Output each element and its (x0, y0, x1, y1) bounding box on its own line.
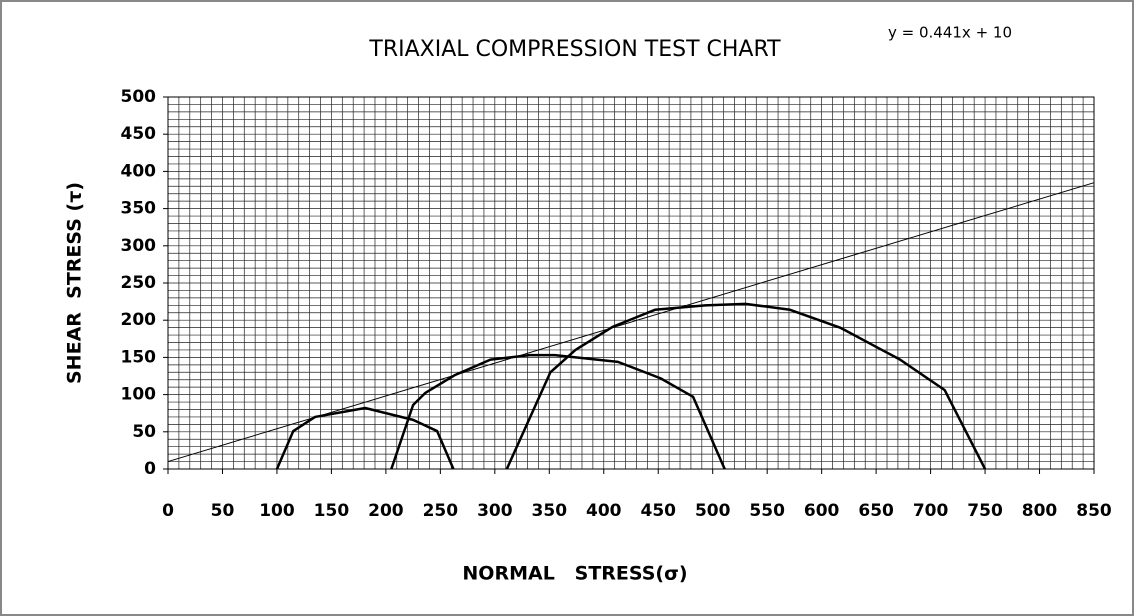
plot-border (167, 96, 1095, 470)
y-tick-label: 100 (121, 385, 157, 405)
x-tick-label: 300 (477, 501, 513, 521)
x-tick-label: 500 (695, 501, 731, 521)
series-line (505, 302, 987, 470)
x-tick-label: 750 (967, 501, 1003, 521)
y-tick-label: 500 (121, 87, 157, 107)
chart-title: TRIAXIAL COMPRESSION TEST CHART (368, 37, 781, 62)
x-tick-label: 150 (314, 501, 350, 521)
x-tick-label: 650 (858, 501, 894, 521)
y-tick-label: 50 (132, 422, 156, 442)
y-tick-label: 300 (121, 236, 157, 256)
series-line (390, 353, 726, 470)
x-tick-label: 450 (640, 501, 676, 521)
x-tick-label: 400 (586, 501, 622, 521)
x-tick-label: 700 (913, 501, 949, 521)
x-tick-label: 50 (211, 501, 235, 521)
y-tick-label: 250 (121, 273, 157, 293)
y-tick-label: 0 (144, 459, 156, 479)
x-tick-label: 800 (1022, 501, 1058, 521)
series-line (275, 406, 455, 470)
trendline-equation: y = 0.441x + 10 (888, 24, 1012, 42)
y-tick-label: 400 (121, 161, 157, 181)
y-tick-label: 150 (121, 347, 157, 367)
x-tick-label: 850 (1076, 501, 1112, 521)
x-tick-label: 200 (368, 501, 404, 521)
x-tick-label: 350 (532, 501, 568, 521)
x-tick-label: 600 (804, 501, 840, 521)
y-tick-label: 450 (121, 124, 157, 144)
x-tick-label: 550 (749, 501, 785, 521)
series-line (167, 182, 1095, 463)
x-axis-title: NORMAL STRESS(σ) (462, 563, 687, 585)
y-tick-label: 350 (121, 199, 157, 219)
y-tick-label: 200 (121, 310, 157, 330)
x-tick-label: 250 (423, 501, 459, 521)
x-tick-label: 0 (162, 501, 174, 521)
x-tick-label: 100 (259, 501, 295, 521)
y-axis-title: SHEAR STRESS (τ) (64, 182, 86, 384)
